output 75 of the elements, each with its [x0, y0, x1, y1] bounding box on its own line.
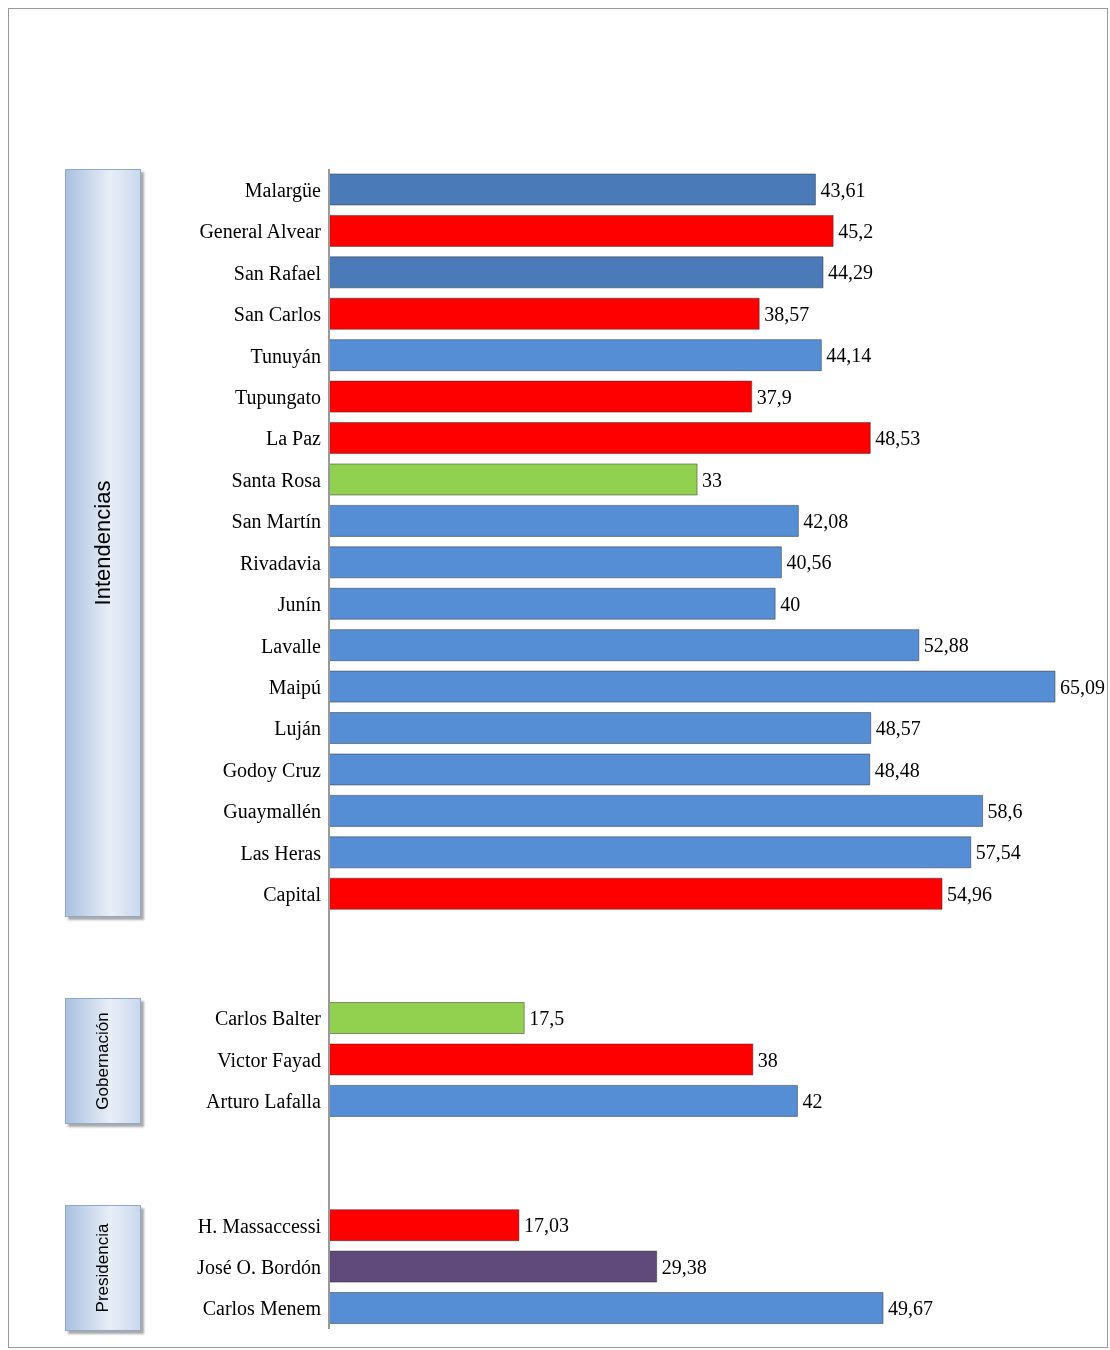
data-label: 49,67	[888, 1297, 934, 1320]
y-tick-label: Victor Fayad	[217, 1048, 321, 1072]
y-tick-label: Santa Rosa	[231, 468, 322, 491]
y-tick-label: Rivadavia	[239, 551, 322, 574]
y-tick-label: Guaymallén	[223, 800, 321, 824]
bar	[328, 878, 943, 910]
data-label: 43,61	[820, 178, 866, 201]
bar	[328, 463, 698, 496]
y-tick-label: Malargüe	[244, 178, 322, 202]
bar	[328, 546, 782, 579]
y-tick-label: San Carlos	[233, 303, 322, 326]
bar	[328, 836, 972, 869]
bar	[328, 629, 920, 661]
bar	[328, 1002, 525, 1034]
y-tick-label: General Alvear	[199, 220, 322, 243]
bar	[328, 1209, 520, 1241]
data-label: 54,96	[947, 882, 993, 905]
y-tick-label: Tupungato	[235, 385, 321, 409]
data-label: 42,08	[803, 510, 849, 532]
bar	[328, 505, 799, 537]
bar	[328, 215, 834, 247]
data-label: 58,6	[987, 800, 1023, 822]
data-label: 38	[757, 1048, 778, 1071]
data-label: 38,57	[764, 302, 810, 325]
bar	[328, 173, 816, 206]
bar	[328, 1292, 884, 1324]
bar	[328, 670, 1056, 703]
bar	[328, 712, 871, 744]
data-label: 42	[802, 1090, 823, 1112]
y-tick-label: Capital	[263, 883, 322, 907]
bar	[328, 298, 760, 330]
data-label: 40,56	[786, 551, 832, 574]
bar	[328, 753, 870, 786]
bar	[328, 795, 983, 827]
data-label: 44,29	[828, 261, 873, 284]
bar	[328, 588, 776, 620]
y-tick-label: José O. Bordón	[197, 1255, 321, 1278]
data-label: 45,2	[838, 220, 874, 242]
y-tick-label: H. Massaccessi	[197, 1214, 322, 1237]
y-tick-label: Junín	[277, 593, 321, 616]
y-tick-label: La Paz	[266, 427, 322, 450]
bar	[328, 1085, 798, 1117]
bar	[328, 380, 752, 413]
bar	[328, 339, 822, 371]
y-tick-label: San Martín	[231, 510, 321, 533]
y-tick-label: Godoy Cruz	[222, 758, 322, 782]
data-label: 44,14	[826, 344, 872, 367]
y-tick-label: Lavalle	[261, 634, 322, 657]
data-label: 40	[780, 592, 801, 615]
y-tick-label: San Rafael	[233, 261, 322, 284]
bar	[328, 1043, 754, 1076]
y-tick-label: Maipú	[268, 675, 321, 699]
bar	[328, 256, 824, 289]
data-label: 17,5	[529, 1007, 565, 1030]
data-label: 48,57	[875, 717, 921, 740]
data-label: 17,03	[523, 1214, 569, 1237]
text: Presidencia	[93, 1223, 113, 1313]
data-label: 57,54	[975, 841, 1021, 864]
data-label: 52,88	[923, 634, 969, 657]
y-tick-label: Luján	[274, 717, 321, 741]
data-label: 33	[702, 468, 723, 491]
y-tick-label: Carlos Menem	[202, 1297, 322, 1320]
bar	[328, 1250, 657, 1283]
bar	[328, 422, 871, 454]
y-tick-label: Tunuyán	[250, 344, 321, 368]
data-label: 48,48	[874, 758, 920, 781]
text: Intendencias	[90, 480, 116, 606]
y-tick-label: Las Heras	[240, 841, 322, 864]
y-tick-label: Arturo Lafalla	[206, 1090, 322, 1113]
text: Gobernación	[93, 1012, 113, 1110]
data-label: 29,38	[661, 1255, 707, 1278]
data-label: 37,9	[756, 385, 792, 408]
y-tick-label: Carlos Balter	[214, 1007, 322, 1030]
data-label: 48,53	[875, 427, 921, 450]
data-label: 65,09	[1060, 675, 1105, 698]
